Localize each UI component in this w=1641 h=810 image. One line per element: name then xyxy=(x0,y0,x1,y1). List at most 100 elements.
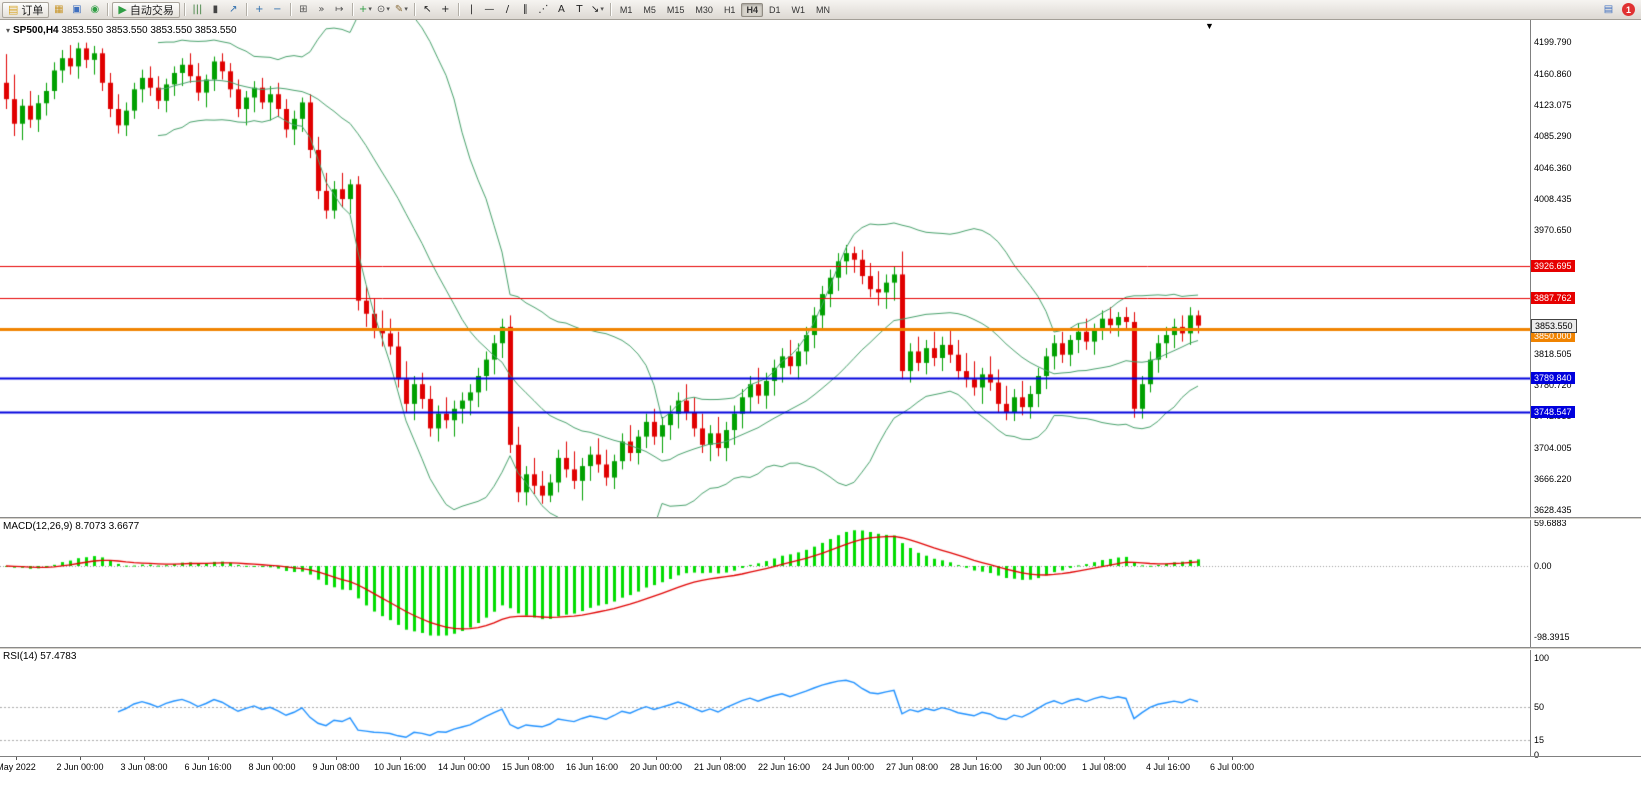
charts-icon[interactable]: ▦ xyxy=(54,3,64,15)
price-axis-label: 3628.435 xyxy=(1534,504,1572,515)
time-axis-label: 30 Jun 00:00 xyxy=(1013,762,1067,772)
time-axis-label: May 2022 xyxy=(0,762,36,772)
pane-separator[interactable] xyxy=(0,517,1641,520)
time-axis-separator xyxy=(0,756,1641,757)
time-axis-label: 6 Jun 16:00 xyxy=(184,762,232,772)
auto-scroll-icon[interactable]: » xyxy=(318,3,325,15)
timeframe-M30[interactable]: M30 xyxy=(695,4,713,15)
horizontal-line-icon[interactable]: — xyxy=(484,3,495,15)
price-axis-label: 3666.220 xyxy=(1534,474,1572,485)
price-axis-label: 3970.650 xyxy=(1534,224,1572,235)
time-tick xyxy=(1104,756,1105,760)
macd-value-signal: 3.6677 xyxy=(108,521,140,532)
macd-axis-label: 0.00 xyxy=(1534,561,1552,571)
rsi-label: RSI(14) 57.4783 xyxy=(3,651,76,662)
symbol-ohlc-label: ▾ SP500,H4 3853.550 3853.550 3853.550 385… xyxy=(6,25,237,36)
text-label-icon[interactable]: A xyxy=(557,3,565,15)
period-icon[interactable]: ⊙ ▾ xyxy=(376,3,390,15)
bar-chart-icon[interactable]: ||| xyxy=(192,3,203,15)
time-axis-label: 22 Jun 16:00 xyxy=(757,762,811,772)
toolbar-separator xyxy=(457,3,459,16)
equidistant-channel-icon[interactable]: ∥ xyxy=(522,3,528,15)
time-axis-label: 27 Jun 08:00 xyxy=(885,762,939,772)
auto-trading-label: 自动交易 xyxy=(129,4,174,17)
time-tick xyxy=(400,756,401,760)
time-tick xyxy=(528,756,529,760)
macd-canvas[interactable] xyxy=(0,520,1530,647)
crosshair-icon[interactable]: + xyxy=(441,3,450,15)
price-axis-label: 3818.505 xyxy=(1534,349,1572,360)
time-tick xyxy=(16,756,17,760)
timeframe-H1[interactable]: H1 xyxy=(723,4,736,15)
cursor-icon[interactable]: ↖ xyxy=(423,3,432,15)
template-icon[interactable]: ✎ ▾ xyxy=(394,3,408,15)
zoom-in-icon[interactable]: + xyxy=(255,3,264,15)
time-tick xyxy=(144,756,145,760)
toolbar-separator xyxy=(289,3,291,16)
macd-indicator-name: MACD(12,26,9) xyxy=(3,521,73,532)
tile-windows-icon[interactable]: ⊞ xyxy=(299,3,308,15)
notification-badge[interactable]: 1 xyxy=(1622,3,1635,16)
price-shift-marker[interactable]: ▼ xyxy=(1205,21,1214,31)
auto-trading-button[interactable]: ▶ 自动交易 xyxy=(112,1,180,18)
refresh-icon[interactable]: ◉ xyxy=(90,3,100,15)
timeframe-D1[interactable]: D1 xyxy=(768,4,781,15)
chart-shift-icon[interactable]: ↦ xyxy=(335,3,344,15)
timeframe-H4[interactable]: H4 xyxy=(741,2,763,17)
time-tick xyxy=(272,756,273,760)
price-axis-label: 3780.720 xyxy=(1534,380,1572,391)
toolbar-separator xyxy=(183,3,185,16)
vertical-line-icon[interactable]: | xyxy=(469,3,474,15)
time-tick xyxy=(592,756,593,760)
profile-icon[interactable]: ▣ xyxy=(72,3,82,15)
time-axis-label: 16 Jun 16:00 xyxy=(565,762,619,772)
line-chart-icon[interactable]: ↗ xyxy=(229,3,238,15)
price-axis-label: 4008.435 xyxy=(1534,193,1572,204)
new-chart-icon[interactable]: + ▾ xyxy=(358,3,372,15)
time-tick xyxy=(1040,756,1041,760)
time-tick xyxy=(976,756,977,760)
rsi-value: 57.4783 xyxy=(40,651,77,662)
time-axis-label: 6 Jul 00:00 xyxy=(1209,762,1255,772)
price-axis-label: 4046.360 xyxy=(1534,162,1572,173)
price-axis-label: 4199.790 xyxy=(1534,37,1572,47)
rsi-canvas[interactable] xyxy=(0,650,1530,756)
timeframe-M15[interactable]: M15 xyxy=(666,4,685,15)
time-tick xyxy=(1168,756,1169,760)
main-chart-canvas[interactable] xyxy=(0,20,1530,517)
timeframe-M1[interactable]: M1 xyxy=(619,4,633,15)
chat-icon[interactable]: ▤ xyxy=(1603,3,1614,15)
price-axis-line xyxy=(1530,20,1531,756)
rsi-indicator-name: RSI(14) xyxy=(3,651,38,662)
new-order-button[interactable]: ▤ 订单 xyxy=(2,1,50,18)
zoom-out-icon[interactable]: − xyxy=(273,3,282,15)
macd-label: MACD(12,26,9) 8.7073 3.6677 xyxy=(3,521,139,532)
price-axis-label: 4160.860 xyxy=(1534,68,1572,79)
time-axis-label: 14 Jun 00:00 xyxy=(437,762,491,772)
fibonacci-icon[interactable]: ⋰ xyxy=(538,3,549,15)
rsi-axis-label: 100 xyxy=(1534,653,1550,663)
timeframe-MN[interactable]: MN xyxy=(815,4,830,15)
text-box-icon[interactable]: T xyxy=(576,3,583,15)
time-axis-label: 4 Jul 16:00 xyxy=(1145,762,1191,772)
dropdown-caret-icon: ▾ xyxy=(600,5,604,13)
timeframe-M5[interactable]: M5 xyxy=(643,4,656,15)
pane-separator[interactable] xyxy=(0,647,1641,650)
toolbar-separator xyxy=(351,3,353,16)
dropdown-caret-icon: ▾ xyxy=(386,5,390,13)
time-axis-label: 2 Jun 00:00 xyxy=(56,762,104,772)
macd-value-main: 8.7073 xyxy=(75,521,106,532)
current-price-badge: 3853.550 xyxy=(1531,318,1577,333)
symbol-dropdown-icon[interactable]: ▾ xyxy=(6,26,11,35)
time-tick xyxy=(80,756,81,760)
new-order-label: 订单 xyxy=(21,4,44,17)
price-axis-label: 3704.005 xyxy=(1534,443,1572,454)
rsi-axis-label: 0 xyxy=(1534,750,1540,760)
play-icon: ▶ xyxy=(118,4,127,16)
time-axis-label: 9 Jun 08:00 xyxy=(312,762,360,772)
timeframe-W1[interactable]: W1 xyxy=(791,4,805,15)
toolbar-separator xyxy=(107,3,109,16)
trendline-icon[interactable]: / xyxy=(505,3,510,15)
arrows-tool-icon[interactable]: ↘ ▾ xyxy=(590,3,604,15)
candlestick-chart-icon[interactable]: ▮ xyxy=(212,3,219,15)
